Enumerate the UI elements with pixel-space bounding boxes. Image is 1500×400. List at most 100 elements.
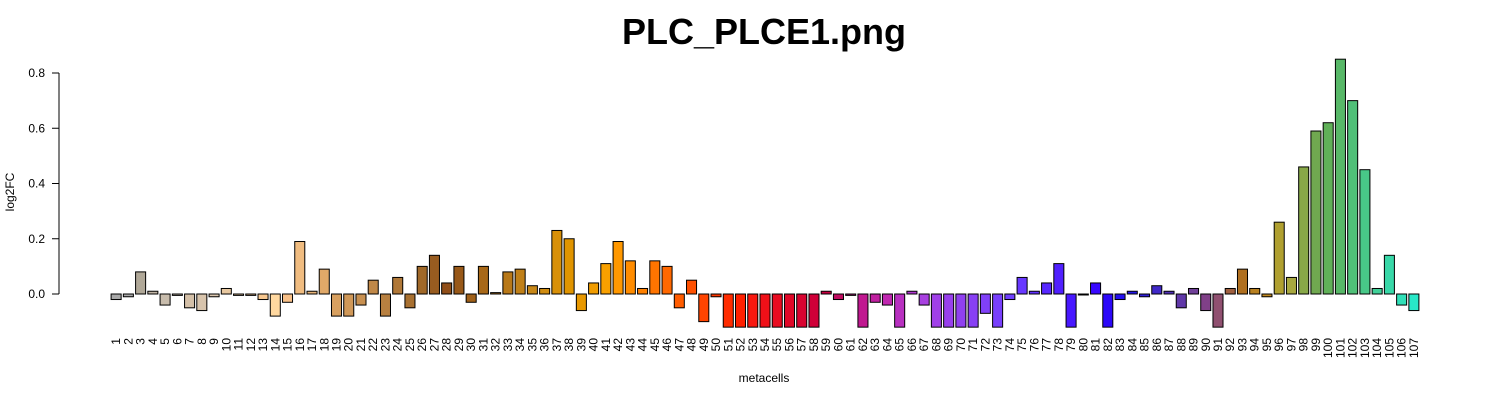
bar-13 bbox=[257, 293, 269, 301]
bar-87 bbox=[1163, 290, 1175, 295]
x-tick-label: 3 bbox=[134, 338, 148, 345]
x-tick-label: 60 bbox=[831, 338, 845, 352]
x-tick-label: 82 bbox=[1101, 338, 1115, 352]
x-tick-label: 8 bbox=[195, 338, 209, 345]
bar-19 bbox=[330, 293, 343, 317]
x-tick-label: 105 bbox=[1382, 338, 1396, 358]
x-tick-label: 94 bbox=[1248, 338, 1262, 352]
x-tick-label: 24 bbox=[391, 338, 405, 352]
bar-17 bbox=[306, 290, 318, 295]
bar-66 bbox=[906, 290, 918, 295]
bar-79 bbox=[1065, 293, 1077, 328]
x-tick-label: 9 bbox=[207, 338, 221, 345]
x-tick-label: 58 bbox=[807, 338, 821, 352]
bar-52 bbox=[734, 293, 747, 328]
bar-65 bbox=[894, 293, 906, 328]
bar-34 bbox=[514, 268, 526, 295]
bar-46 bbox=[661, 265, 673, 295]
y-tick-label: 0.2 bbox=[28, 232, 45, 246]
bar-83 bbox=[1114, 293, 1126, 301]
x-tick-label: 36 bbox=[538, 338, 552, 352]
bar-97 bbox=[1285, 276, 1297, 295]
x-tick-label: 22 bbox=[366, 338, 380, 352]
x-tick-label: 51 bbox=[721, 338, 735, 352]
x-tick-label: 76 bbox=[1027, 338, 1041, 352]
x-tick-label: 50 bbox=[709, 338, 723, 352]
bar-74 bbox=[1004, 293, 1016, 301]
x-tick-label: 86 bbox=[1150, 338, 1164, 352]
bar-43 bbox=[624, 260, 636, 295]
bar-86 bbox=[1151, 285, 1163, 295]
y-tick-label: 0.4 bbox=[28, 177, 45, 191]
x-tick-label: 14 bbox=[268, 338, 282, 352]
bar-25 bbox=[404, 293, 416, 309]
bar-3 bbox=[135, 271, 147, 295]
bar-7 bbox=[184, 293, 196, 309]
bar-98 bbox=[1298, 166, 1310, 295]
x-tick-label: 73 bbox=[991, 338, 1005, 352]
x-tick-label: 69 bbox=[942, 338, 956, 352]
x-tick-label: 20 bbox=[342, 338, 356, 352]
x-tick-label: 54 bbox=[758, 338, 772, 352]
x-tick-label: 99 bbox=[1309, 338, 1323, 352]
x-tick-label: 59 bbox=[819, 338, 833, 352]
x-tick-label: 107 bbox=[1407, 338, 1421, 358]
bar-30 bbox=[465, 293, 477, 303]
x-tick-label: 88 bbox=[1174, 338, 1188, 352]
x-tick-label: 87 bbox=[1162, 338, 1176, 352]
bar-67 bbox=[918, 293, 930, 306]
x-tick-label: 40 bbox=[587, 338, 601, 352]
x-tick-label: 23 bbox=[378, 338, 392, 352]
bar-85 bbox=[1139, 293, 1151, 298]
x-tick-label: 63 bbox=[868, 338, 882, 352]
x-tick-label: 41 bbox=[599, 338, 613, 352]
x-tick-label: 80 bbox=[1076, 338, 1090, 352]
bar-94 bbox=[1249, 287, 1261, 295]
x-tick-label: 97 bbox=[1284, 338, 1298, 352]
x-tick-label: 19 bbox=[330, 338, 344, 352]
bar-11 bbox=[233, 293, 245, 296]
x-tick-label: 44 bbox=[636, 338, 650, 352]
x-tick-label: 34 bbox=[513, 338, 527, 352]
x-tick-label: 81 bbox=[1089, 338, 1103, 352]
bar-103 bbox=[1359, 169, 1371, 295]
x-tick-label: 16 bbox=[293, 338, 307, 352]
bar-31 bbox=[477, 265, 489, 295]
x-tick-label: 64 bbox=[880, 338, 894, 352]
x-tick-label: 43 bbox=[623, 338, 637, 352]
x-tick-label: 65 bbox=[893, 338, 907, 352]
x-tick-label: 21 bbox=[354, 338, 368, 352]
bar-4 bbox=[147, 290, 159, 295]
x-tick-label: 68 bbox=[929, 338, 943, 352]
bar-21 bbox=[355, 293, 367, 306]
bar-32 bbox=[490, 292, 502, 295]
x-axis-label: metacells bbox=[739, 371, 790, 385]
bar-53 bbox=[747, 293, 759, 328]
bar-22 bbox=[367, 279, 379, 295]
bar-61 bbox=[845, 293, 857, 296]
bar-36 bbox=[539, 287, 551, 295]
bar-37 bbox=[551, 229, 563, 295]
x-tick-label: 75 bbox=[1015, 338, 1029, 352]
bar-57 bbox=[796, 293, 808, 328]
x-tick-label: 56 bbox=[782, 338, 796, 352]
bar-64 bbox=[881, 293, 893, 306]
bar-106 bbox=[1396, 293, 1408, 306]
x-tick-label: 74 bbox=[1003, 338, 1017, 352]
x-tick-label: 67 bbox=[917, 338, 931, 352]
bar-88 bbox=[1175, 293, 1187, 309]
bar-15 bbox=[282, 293, 294, 303]
bar-84 bbox=[1126, 290, 1138, 295]
bar-10 bbox=[220, 287, 232, 295]
x-tick-label: 18 bbox=[317, 338, 331, 352]
bar-68 bbox=[930, 293, 942, 328]
bar-81 bbox=[1090, 282, 1102, 295]
x-tick-label: 27 bbox=[427, 338, 441, 352]
y-tick-label: 0.6 bbox=[28, 121, 45, 135]
x-tick-label: 5 bbox=[158, 338, 172, 345]
bar-54 bbox=[759, 293, 771, 328]
bar-44 bbox=[637, 287, 649, 295]
bar-27 bbox=[428, 254, 440, 295]
x-tick-label: 90 bbox=[1199, 338, 1213, 352]
x-tick-label: 13 bbox=[256, 338, 270, 352]
